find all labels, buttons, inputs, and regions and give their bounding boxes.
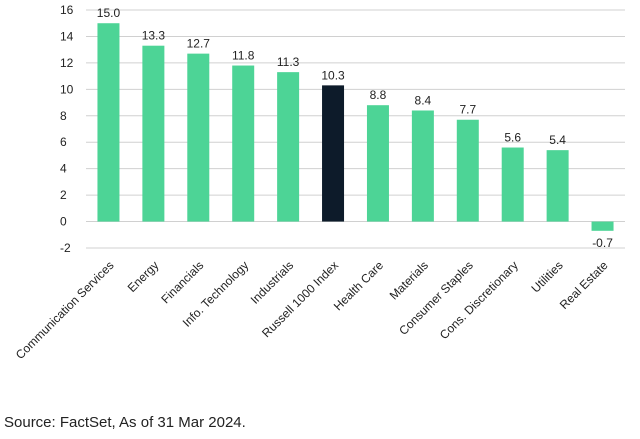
data-label: 12.7 <box>187 37 211 51</box>
data-label: 7.7 <box>459 103 476 117</box>
bars <box>97 23 614 231</box>
bar <box>142 45 165 222</box>
category-label: Utilities <box>529 258 566 295</box>
data-label: 5.6 <box>504 131 521 145</box>
data-label: 11.8 <box>232 49 255 63</box>
data-label: 8.4 <box>415 93 432 107</box>
data-label: -0.7 <box>592 236 613 250</box>
bar <box>366 105 389 222</box>
bar <box>546 150 569 222</box>
bar <box>277 72 300 222</box>
bar <box>501 147 524 222</box>
bar <box>591 221 614 231</box>
bar <box>232 65 255 222</box>
y-tick-label: 10 <box>60 82 74 96</box>
category-label: Cons. Discretionary <box>437 258 521 342</box>
y-tick-label: 14 <box>60 29 74 43</box>
category-label: Real Estate <box>557 258 611 312</box>
data-label: 10.3 <box>321 68 345 82</box>
data-labels: 15.0 13.3 12.7 11.8 11.3 10.3 8.8 8.4 7.7 5.6 5.4 -… <box>97 6 613 250</box>
gridlines <box>86 9 625 249</box>
bar-chart: -2 0 2 4 6 8 10 12 14 16 15.0 13.3 12.7 11.8 11.3 10.3… <box>13 3 625 362</box>
y-tick-label: 6 <box>60 135 67 149</box>
category-label: Materials <box>387 258 431 302</box>
y-tick-label: 0 <box>60 215 67 229</box>
y-tick-label: 12 <box>60 56 74 70</box>
category-label: Communication Services <box>13 258 117 362</box>
category-label: Energy <box>125 258 162 295</box>
data-label: 13.3 <box>142 29 166 43</box>
bar <box>97 23 120 222</box>
bar <box>187 53 210 222</box>
category-label: Russell 1000 Index <box>259 258 341 340</box>
bar <box>456 119 479 222</box>
bar <box>322 85 345 222</box>
source-note: Source: FactSet, As of 31 Mar 2024. <box>4 414 246 431</box>
y-tick-label: 16 <box>60 3 74 17</box>
data-label: 5.4 <box>549 133 566 147</box>
y-axis-ticks: -2 0 2 4 6 8 10 12 14 16 <box>60 3 74 255</box>
y-tick-label: 8 <box>60 109 67 123</box>
data-label: 15.0 <box>97 6 121 20</box>
data-label: 8.8 <box>370 88 387 102</box>
y-tick-label: -2 <box>60 241 71 255</box>
data-label: 11.3 <box>277 55 300 69</box>
y-tick-label: 2 <box>60 188 67 202</box>
category-labels: Communication Services EnergyFinancialsIn… <box>13 258 611 362</box>
y-tick-label: 4 <box>60 162 67 176</box>
bar <box>411 110 434 222</box>
